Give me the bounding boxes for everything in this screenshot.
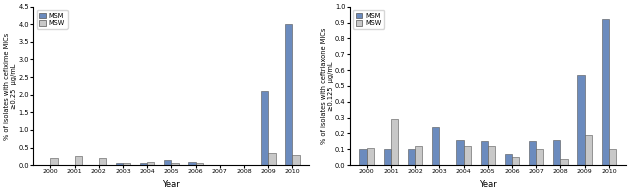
Bar	[261, 91, 268, 165]
Bar	[171, 163, 179, 165]
X-axis label: Year: Year	[163, 180, 180, 189]
Bar	[188, 162, 195, 165]
Bar	[456, 140, 464, 165]
Bar	[464, 146, 471, 165]
Bar	[481, 141, 488, 165]
Bar	[561, 159, 568, 165]
Bar	[195, 163, 203, 165]
Y-axis label: % of isolates with ceftriaxone MICs
≥0.125  μg/mL: % of isolates with ceftriaxone MICs ≥0.1…	[321, 28, 333, 144]
Bar	[367, 148, 374, 165]
Bar	[391, 119, 398, 165]
Bar	[578, 75, 585, 165]
Bar	[536, 149, 544, 165]
Bar	[384, 149, 391, 165]
Bar	[292, 155, 300, 165]
Y-axis label: % of isolates with cefixime MICs
≥0.25  μg/mL: % of isolates with cefixime MICs ≥0.25 μ…	[4, 32, 17, 140]
Bar	[99, 158, 106, 165]
Bar	[50, 158, 57, 165]
X-axis label: Year: Year	[479, 180, 496, 189]
Legend: MSM, MSW: MSM, MSW	[353, 10, 384, 29]
Bar	[602, 19, 609, 165]
Bar	[268, 153, 275, 165]
Bar	[432, 127, 439, 165]
Bar	[512, 157, 519, 165]
Bar	[609, 149, 616, 165]
Bar	[529, 141, 536, 165]
Bar	[116, 163, 123, 165]
Bar	[553, 140, 561, 165]
Bar	[585, 135, 592, 165]
Legend: MSM, MSW: MSM, MSW	[37, 10, 67, 29]
Bar	[147, 162, 154, 165]
Bar	[408, 149, 415, 165]
Bar	[285, 24, 292, 165]
Bar	[415, 146, 422, 165]
Bar	[164, 160, 171, 165]
Bar	[360, 149, 367, 165]
Bar	[74, 156, 82, 165]
Bar	[488, 146, 495, 165]
Bar	[505, 154, 512, 165]
Bar	[140, 163, 147, 165]
Bar	[123, 163, 130, 165]
